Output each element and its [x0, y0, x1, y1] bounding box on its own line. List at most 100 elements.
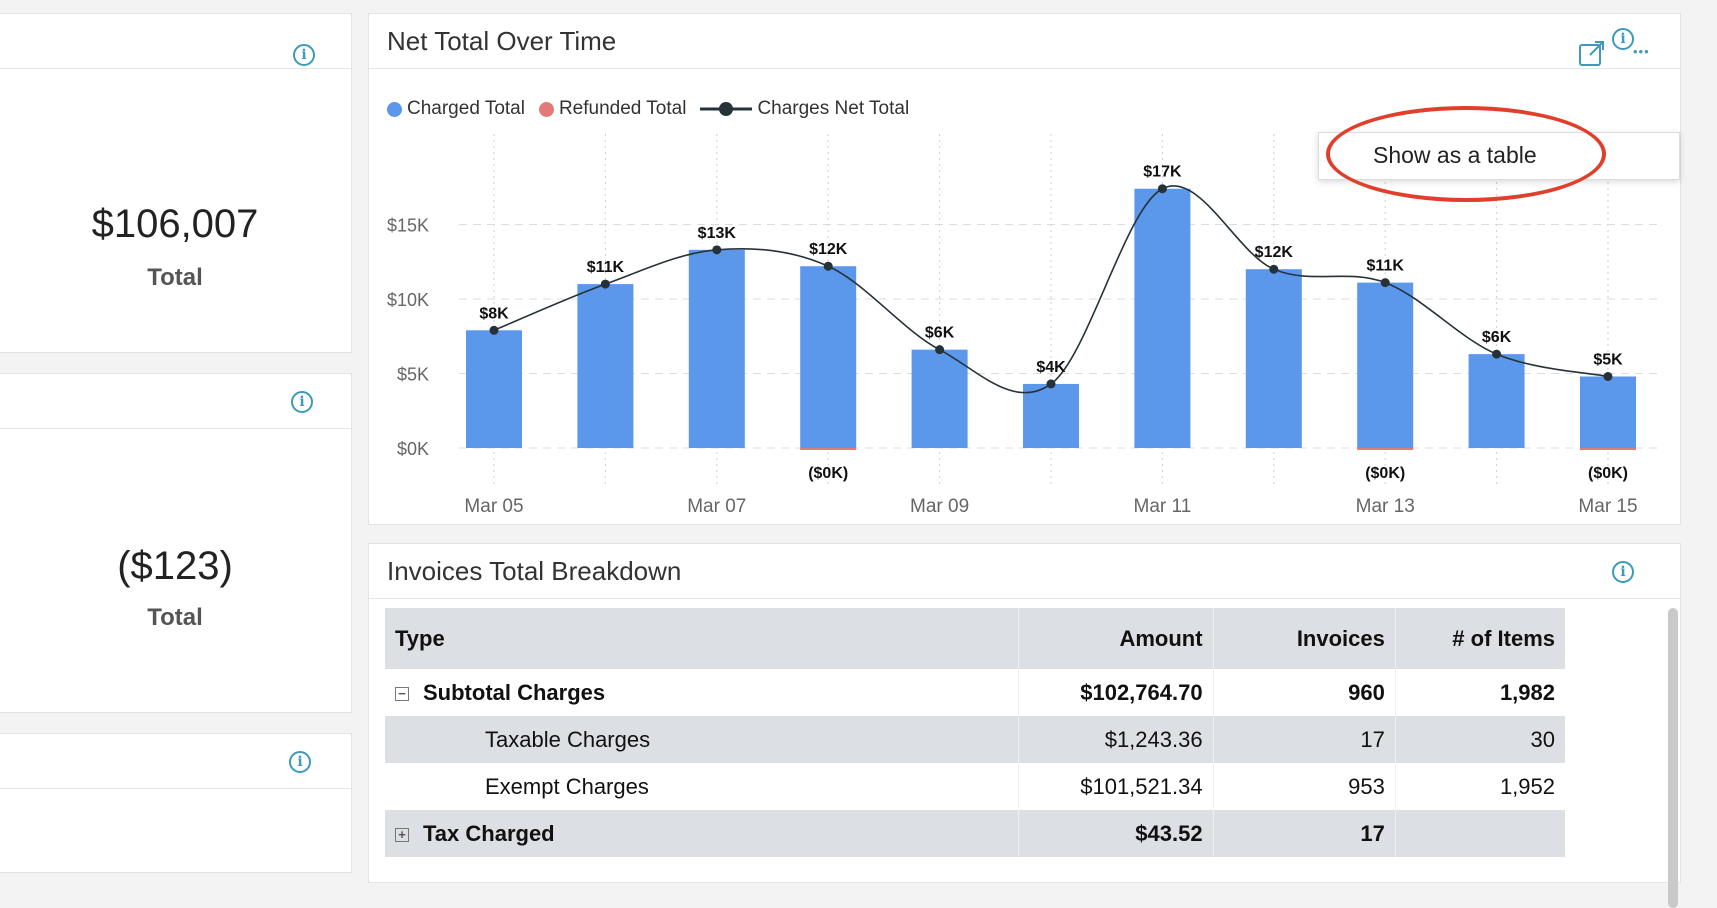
- refunded-bar: [800, 448, 857, 450]
- collapse-icon[interactable]: −: [395, 686, 409, 701]
- net-total-point: [1269, 264, 1279, 274]
- more-options-icon[interactable]: •••: [1633, 44, 1650, 59]
- amount-cell: $43.52: [1017, 810, 1214, 857]
- bar-data-label: $11K: [587, 259, 625, 276]
- bar-data-label: $17K: [1143, 164, 1182, 181]
- legend-item-net[interactable]: Charges Net Total: [700, 98, 909, 120]
- net-total-point: [1157, 184, 1167, 194]
- net-total-point: [1492, 349, 1502, 359]
- refund-data-label: ($0K): [1365, 465, 1405, 482]
- y-tick-label: $15K: [387, 216, 429, 236]
- table-header-row: Type Amount Invoices # of Items: [385, 608, 1565, 669]
- column-header-type[interactable]: Type: [385, 608, 1019, 669]
- bar-data-label: $12K: [809, 241, 848, 258]
- x-tick-label: Mar 13: [1356, 496, 1415, 517]
- net-total-point: [1046, 379, 1056, 389]
- net-total-chart-card: Net Total Over Time i ••• Charged Total …: [368, 13, 1681, 525]
- refunded-bar: [1580, 448, 1636, 450]
- type-cell: + Tax Charged: [385, 810, 1019, 857]
- legend-swatch: [538, 101, 554, 117]
- charged-bar: [1468, 354, 1525, 448]
- bar-data-label: $6K: [925, 325, 955, 342]
- charged-bar: [577, 284, 634, 448]
- legend-label: Charges Net Total: [757, 98, 910, 119]
- card-header: [0, 734, 351, 789]
- info-icon[interactable]: i: [293, 44, 315, 66]
- charged-bar: [1134, 188, 1191, 448]
- items-cell: 1,982: [1394, 669, 1565, 716]
- summary-label: Total: [147, 264, 203, 291]
- net-total-point: [1380, 278, 1390, 288]
- y-tick-label: $0K: [397, 439, 429, 459]
- summary-card-charged: i $106,007 Total: [0, 13, 352, 353]
- column-header-invoices[interactable]: Invoices: [1212, 608, 1396, 669]
- bar-data-label: $13K: [698, 225, 737, 242]
- net-total-point: [489, 325, 499, 335]
- invoices-cell: 17: [1212, 716, 1396, 763]
- row-label: Subtotal Charges: [423, 679, 606, 705]
- invoices-cell: 17: [1212, 810, 1396, 857]
- net-total-point: [935, 345, 945, 355]
- bar-data-label: $8K: [479, 305, 509, 322]
- charged-bar: [1245, 269, 1302, 448]
- column-header-items[interactable]: # of Items: [1394, 608, 1565, 669]
- table-row: Exempt Charges $101,521.34 953 1,952: [385, 763, 1565, 810]
- charged-bar: [1580, 376, 1636, 448]
- charged-bar: [466, 330, 522, 448]
- refund-data-label: ($0K): [1588, 465, 1628, 482]
- charged-bar: [1023, 383, 1079, 448]
- card-header: [0, 374, 351, 429]
- amount-cell: $102,764.70: [1017, 669, 1214, 716]
- bar-data-label: $11K: [1367, 258, 1405, 275]
- card-header: [369, 544, 1680, 599]
- table-scrollbar[interactable]: [1668, 608, 1678, 908]
- info-icon[interactable]: i: [289, 751, 311, 773]
- expand-row-icon[interactable]: +: [395, 827, 409, 842]
- table-row: + Tax Charged $43.52 17: [385, 810, 1565, 857]
- net-total-point: [823, 261, 833, 271]
- items-cell: [1394, 810, 1565, 857]
- card-header: [0, 14, 351, 69]
- items-cell: 30: [1394, 716, 1565, 763]
- type-cell: Exempt Charges: [485, 773, 649, 799]
- x-tick-label: Mar 11: [1134, 496, 1192, 517]
- x-tick-label: Mar 15: [1578, 496, 1637, 517]
- charged-bar: [911, 349, 968, 448]
- invoices-cell: 960: [1212, 669, 1396, 716]
- x-tick-label: Mar 09: [910, 496, 969, 517]
- table-row: Taxable Charges $1,243.36 17 30: [385, 716, 1565, 763]
- charged-bar: [688, 249, 745, 448]
- breakdown-title: Invoices Total Breakdown: [387, 556, 682, 586]
- bar-data-label: $6K: [1482, 329, 1512, 346]
- show-as-table-menu-item[interactable]: Show as a table: [1373, 142, 1537, 168]
- invoices-breakdown-card: Invoices Total Breakdown i Type Amount I…: [368, 543, 1681, 908]
- summary-value: ($123): [117, 544, 233, 588]
- table-row: − Subtotal Charges $102,764.70 960 1,982: [385, 669, 1565, 716]
- legend-item-charged[interactable]: Charged Total: [387, 98, 525, 120]
- chart-legend: Charged Total Refunded Total Charges Net…: [387, 98, 915, 120]
- type-cell: − Subtotal Charges: [385, 669, 1018, 716]
- info-icon[interactable]: i: [291, 391, 313, 413]
- net-total-point: [1603, 371, 1613, 381]
- legend-item-refunded[interactable]: Refunded Total: [538, 98, 687, 120]
- summary-label: Total: [147, 604, 203, 631]
- summary-card-third: i: [0, 733, 352, 873]
- summary-card-refunded: i ($123) Total: [0, 373, 352, 713]
- net-total-point: [712, 245, 722, 255]
- charged-bar: [800, 266, 857, 448]
- expand-icon[interactable]: [1577, 38, 1607, 68]
- bar-data-label: $5K: [1593, 351, 1623, 368]
- info-icon[interactable]: i: [1612, 561, 1634, 583]
- x-tick-label: Mar 05: [464, 496, 523, 517]
- info-icon[interactable]: i: [1612, 28, 1634, 50]
- y-tick-label: $5K: [397, 365, 429, 385]
- refunded-bar: [1357, 448, 1414, 450]
- net-total-line: [493, 185, 1609, 394]
- refund-data-label: ($0K): [808, 465, 848, 482]
- column-header-amount[interactable]: Amount: [1017, 608, 1214, 669]
- bar-data-label: $4K: [1036, 359, 1066, 376]
- type-cell: Taxable Charges: [385, 716, 1019, 763]
- legend-swatch: [387, 101, 402, 117]
- summary-value: $106,007: [91, 202, 259, 246]
- legend-label: Refunded Total: [558, 98, 687, 119]
